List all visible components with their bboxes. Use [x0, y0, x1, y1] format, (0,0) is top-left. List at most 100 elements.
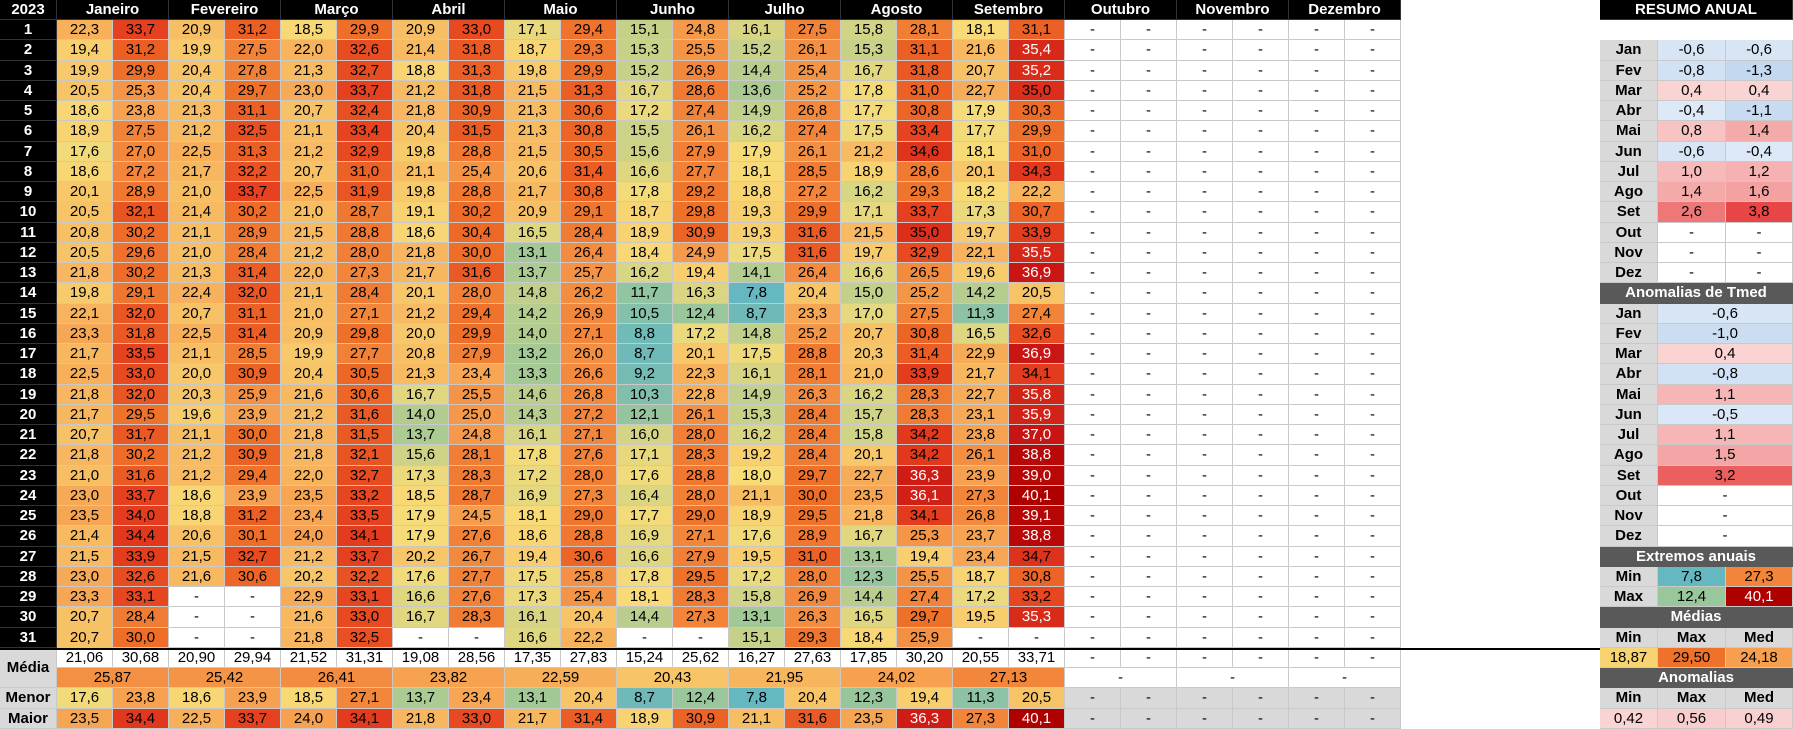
tmin-cell[interactable]: 16,7 [393, 607, 449, 628]
tmax-cell[interactable]: - [1121, 20, 1177, 41]
tmin-cell[interactable]: 17,9 [953, 101, 1009, 122]
tmin-cell[interactable]: 19,3 [729, 202, 785, 223]
tmax-cell[interactable]: 20,4 [785, 283, 841, 304]
tmax-cell[interactable]: 34,7 [1009, 546, 1065, 567]
tmax-cell[interactable]: - [1345, 303, 1401, 324]
tmin-cell[interactable]: 16,5 [953, 323, 1009, 344]
tmax-cell[interactable]: 22,3 [673, 364, 729, 385]
tmin-cell[interactable]: 21,6 [281, 384, 337, 405]
tmin-cell[interactable]: 21,3 [169, 101, 225, 122]
tmin-cell[interactable]: 14,8 [505, 283, 561, 304]
tmin-cell[interactable]: - [1065, 141, 1121, 162]
tmin-cell[interactable]: 19,8 [505, 60, 561, 81]
tmax-cell[interactable]: 31,1 [897, 40, 953, 61]
tmin-cell[interactable]: 16,6 [617, 546, 673, 567]
tmin-cell[interactable]: 14,3 [505, 404, 561, 425]
tmin-cell[interactable]: 20,5 [57, 202, 113, 223]
tmin-cell[interactable]: - [1289, 404, 1345, 425]
tmin-cell[interactable]: 22,0 [281, 263, 337, 284]
tmax-cell[interactable]: - [1009, 627, 1065, 648]
tmax-cell[interactable]: - [1121, 607, 1177, 628]
tmin-cell[interactable]: 21,0 [841, 364, 897, 385]
tmin-cell[interactable]: 15,3 [617, 40, 673, 61]
tmin-cell[interactable]: 8,7 [729, 303, 785, 324]
tmax-cell[interactable]: 30,2 [449, 202, 505, 223]
tmin-cell[interactable]: - [1289, 364, 1345, 385]
tmin-cell[interactable]: 17,3 [393, 465, 449, 486]
tmin-cell[interactable]: 17,3 [953, 202, 1009, 223]
tmin-cell[interactable]: - [1065, 80, 1121, 101]
tmin-cell[interactable]: 18,6 [505, 526, 561, 547]
tmin-cell[interactable]: 21,5 [169, 546, 225, 567]
tmax-cell[interactable]: - [1233, 485, 1289, 506]
tmax-cell[interactable]: 27,3 [337, 263, 393, 284]
tmin-cell[interactable]: 21,4 [57, 526, 113, 547]
tmin-cell[interactable]: 17,2 [617, 101, 673, 122]
tmax-cell[interactable]: 35,9 [1009, 404, 1065, 425]
tmax-cell[interactable]: 31,8 [897, 60, 953, 81]
tmin-cell[interactable]: 17,2 [729, 566, 785, 587]
tmin-cell[interactable]: 20,7 [841, 323, 897, 344]
tmax-cell[interactable]: 36,9 [1009, 344, 1065, 365]
tmin-cell[interactable]: 23,3 [57, 323, 113, 344]
tmax-cell[interactable]: 27,5 [785, 20, 841, 41]
tmin-cell[interactable]: 14,9 [729, 384, 785, 405]
tmax-cell[interactable]: 25,2 [785, 323, 841, 344]
tmin-cell[interactable]: 15,6 [617, 141, 673, 162]
tmin-cell[interactable]: - [1065, 182, 1121, 203]
tmax-cell[interactable]: 31,0 [1009, 141, 1065, 162]
tmax-cell[interactable]: 28,6 [673, 80, 729, 101]
tmin-cell[interactable]: - [1289, 445, 1345, 466]
tmin-cell[interactable]: 16,6 [617, 161, 673, 182]
tmin-cell[interactable]: - [1289, 40, 1345, 61]
tmin-cell[interactable]: 23,4 [953, 546, 1009, 567]
tmax-cell[interactable]: - [1345, 40, 1401, 61]
tmax-cell[interactable]: 33,0 [113, 364, 169, 385]
tmax-cell[interactable]: 31,9 [337, 182, 393, 203]
tmin-cell[interactable]: 17,5 [505, 566, 561, 587]
tmax-cell[interactable]: - [1233, 526, 1289, 547]
tmax-cell[interactable]: 29,9 [337, 20, 393, 41]
tmax-cell[interactable]: - [1233, 80, 1289, 101]
tmin-cell[interactable]: 19,4 [505, 546, 561, 567]
tmax-cell[interactable]: 31,4 [897, 344, 953, 365]
tmin-cell[interactable]: - [1065, 263, 1121, 284]
tmin-cell[interactable]: 16,7 [393, 384, 449, 405]
tmax-cell[interactable]: 34,4 [113, 526, 169, 547]
tmin-cell[interactable]: - [1177, 607, 1233, 628]
tmin-cell[interactable]: - [1289, 607, 1345, 628]
tmin-cell[interactable]: - [953, 627, 1009, 648]
tmax-cell[interactable]: 28,8 [337, 222, 393, 243]
tmin-cell[interactable]: 18,9 [57, 121, 113, 142]
tmax-cell[interactable]: 36,9 [1009, 263, 1065, 284]
tmax-cell[interactable]: 28,8 [673, 465, 729, 486]
tmax-cell[interactable]: - [1233, 141, 1289, 162]
tmin-cell[interactable]: - [1177, 445, 1233, 466]
tmin-cell[interactable]: 13,2 [505, 344, 561, 365]
tmin-cell[interactable]: 21,2 [281, 141, 337, 162]
tmin-cell[interactable]: 14,0 [393, 404, 449, 425]
tmin-cell[interactable]: 18,1 [729, 161, 785, 182]
tmin-cell[interactable]: 16,2 [729, 121, 785, 142]
tmin-cell[interactable]: - [1065, 627, 1121, 648]
tmax-cell[interactable]: 31,1 [1009, 20, 1065, 41]
tmax-cell[interactable]: 27,9 [673, 141, 729, 162]
tmax-cell[interactable]: 31,0 [337, 161, 393, 182]
tmax-cell[interactable]: - [1121, 283, 1177, 304]
tmax-cell[interactable]: 27,2 [113, 161, 169, 182]
tmax-cell[interactable]: - [1345, 323, 1401, 344]
tmax-cell[interactable]: 25,4 [785, 60, 841, 81]
tmax-cell[interactable]: 29,0 [673, 506, 729, 527]
tmin-cell[interactable]: - [1065, 20, 1121, 41]
tmin-cell[interactable]: 16,1 [729, 20, 785, 41]
tmax-cell[interactable]: 30,8 [561, 182, 617, 203]
tmin-cell[interactable]: 14,2 [953, 283, 1009, 304]
tmin-cell[interactable]: - [1177, 465, 1233, 486]
tmin-cell[interactable]: 20,1 [393, 283, 449, 304]
tmin-cell[interactable]: - [1289, 526, 1345, 547]
tmax-cell[interactable]: - [1121, 546, 1177, 567]
tmin-cell[interactable]: - [393, 627, 449, 648]
tmin-cell[interactable]: 18,5 [393, 485, 449, 506]
tmax-cell[interactable]: - [1121, 161, 1177, 182]
tmax-cell[interactable]: 23,8 [113, 101, 169, 122]
